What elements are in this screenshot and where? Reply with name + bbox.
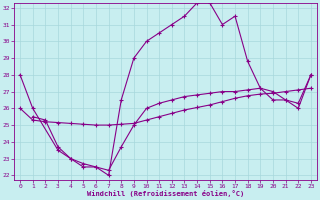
X-axis label: Windchill (Refroidissement éolien,°C): Windchill (Refroidissement éolien,°C)	[87, 190, 244, 197]
